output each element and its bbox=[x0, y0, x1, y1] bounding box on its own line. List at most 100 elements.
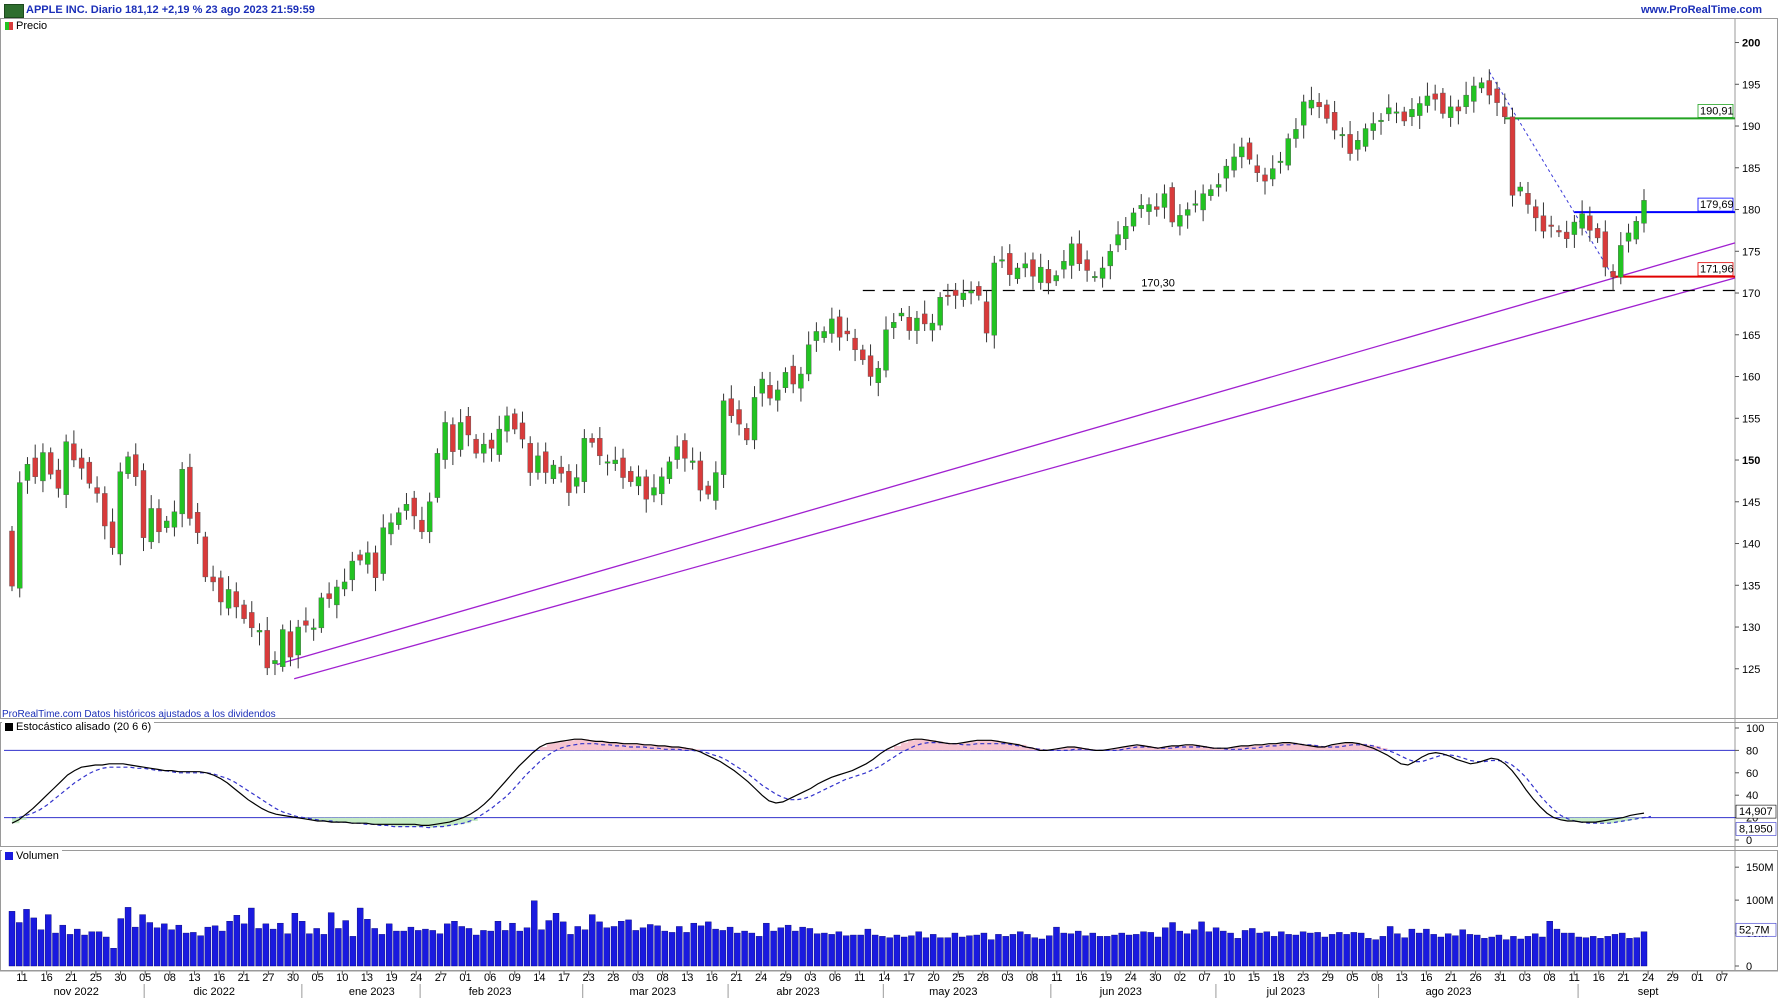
candle-body bbox=[558, 466, 564, 474]
candle-body bbox=[86, 461, 93, 484]
candle bbox=[1432, 84, 1438, 111]
volume-bar bbox=[1430, 934, 1437, 967]
x-tick-label: 08 bbox=[1543, 972, 1555, 984]
volume-bar bbox=[1452, 935, 1459, 967]
volume-bar bbox=[705, 921, 712, 967]
stoch-overbought-fill bbox=[1060, 748, 1069, 751]
volume-bar bbox=[668, 932, 676, 967]
candle bbox=[109, 508, 116, 555]
candle-body bbox=[775, 389, 781, 401]
volume-bar bbox=[1111, 934, 1118, 967]
volume-bar bbox=[262, 923, 270, 967]
x-tick-label: 18 bbox=[1272, 972, 1284, 984]
x-tick-label: 21 bbox=[1617, 972, 1629, 984]
candle bbox=[898, 308, 905, 321]
stoch-overbought-fill bbox=[1373, 745, 1381, 751]
candle bbox=[1293, 118, 1299, 148]
stoch-tick-label: 0 bbox=[1746, 835, 1752, 847]
candle-body bbox=[720, 400, 727, 475]
volume-bar bbox=[204, 926, 212, 967]
volume-bar bbox=[81, 934, 88, 967]
level-label-green: 190,91 bbox=[1700, 105, 1734, 117]
candle-body bbox=[643, 476, 649, 500]
volume-bar bbox=[973, 934, 980, 967]
candle-body bbox=[1161, 193, 1168, 208]
candle-body bbox=[473, 438, 479, 454]
candle bbox=[1494, 81, 1500, 117]
volume-bar bbox=[1154, 936, 1162, 967]
volume-bar bbox=[422, 928, 429, 967]
volume-bar bbox=[1241, 930, 1249, 967]
candle-body bbox=[968, 290, 974, 294]
candle bbox=[604, 454, 611, 476]
volume-bar bbox=[1183, 933, 1191, 967]
source-note[interactable]: ProRealTime.com Datos históricos ajustad… bbox=[2, 709, 276, 720]
candle bbox=[426, 492, 433, 544]
candle-body bbox=[442, 422, 448, 460]
stoch-oversold-fill bbox=[1574, 817, 1582, 821]
candle-body bbox=[1339, 134, 1346, 137]
candle bbox=[1200, 184, 1206, 222]
candle bbox=[542, 442, 549, 484]
candle bbox=[32, 444, 38, 484]
x-tick-label: 29 bbox=[1667, 972, 1679, 984]
candle-body bbox=[388, 522, 394, 535]
candle-body bbox=[1107, 251, 1114, 267]
volume-bar bbox=[74, 928, 81, 967]
candle-body bbox=[1270, 168, 1276, 180]
stoch-tick-label: 100 bbox=[1746, 723, 1764, 735]
candle bbox=[1370, 112, 1376, 140]
volume-bar bbox=[95, 931, 103, 967]
candle bbox=[1347, 121, 1353, 161]
stoch-overbought-fill bbox=[942, 742, 951, 751]
x-tick-label: 19 bbox=[1100, 972, 1112, 984]
candle bbox=[1509, 107, 1516, 207]
candle-body bbox=[1556, 230, 1562, 233]
candle bbox=[71, 430, 77, 468]
volume-bar bbox=[922, 937, 930, 967]
candle-body bbox=[1517, 186, 1523, 192]
stoch-panel-label-text: Estocástico alisado (20 6 6) bbox=[16, 721, 152, 733]
volume-bar bbox=[393, 930, 400, 967]
candle-body bbox=[1509, 116, 1516, 196]
candle bbox=[1146, 197, 1152, 225]
candle bbox=[334, 579, 340, 619]
x-tick-label: 16 bbox=[1420, 972, 1432, 984]
volume-bar bbox=[1314, 932, 1321, 967]
volume-bar bbox=[1024, 934, 1031, 967]
candle-body bbox=[1169, 187, 1175, 223]
stoch-panel-label: Estocástico alisado (20 6 6) bbox=[2, 721, 155, 733]
candle-body bbox=[860, 349, 866, 361]
stoch-overbought-fill bbox=[1324, 747, 1332, 751]
candle-body bbox=[71, 443, 77, 461]
price-tick-label: 155 bbox=[1742, 413, 1760, 425]
x-tick-label: 23 bbox=[1297, 972, 1309, 984]
volume-bar bbox=[1205, 931, 1213, 967]
stoch-overbought-fill bbox=[560, 741, 569, 751]
candle-body bbox=[1277, 160, 1284, 163]
candle-body bbox=[365, 552, 371, 565]
candle bbox=[326, 582, 332, 608]
stoch-overbought-fill bbox=[1206, 747, 1214, 751]
volume-bar bbox=[552, 913, 560, 967]
stoch-oversold-fill bbox=[366, 817, 374, 825]
candle bbox=[914, 310, 920, 344]
price-tick-label: 175 bbox=[1742, 246, 1760, 258]
candle bbox=[1076, 230, 1083, 271]
candle-body bbox=[202, 536, 209, 578]
candle-body bbox=[310, 627, 317, 630]
candle bbox=[264, 617, 270, 676]
volume-bar bbox=[1285, 934, 1292, 967]
website-link[interactable]: www.ProRealTime.com bbox=[1640, 4, 1762, 16]
volume-bar bbox=[523, 927, 531, 967]
volume-bar bbox=[654, 925, 661, 967]
volume-bar bbox=[414, 930, 422, 967]
candle bbox=[713, 461, 719, 510]
candle-body bbox=[844, 330, 851, 335]
stoch-overbought-fill bbox=[630, 743, 638, 751]
candle bbox=[1401, 106, 1407, 127]
stoch-overbought-fill bbox=[1067, 747, 1076, 751]
volume-bar bbox=[734, 932, 741, 967]
stoch-overbought-fill bbox=[1150, 747, 1159, 751]
x-month-label: jul 2023 bbox=[1266, 986, 1306, 998]
